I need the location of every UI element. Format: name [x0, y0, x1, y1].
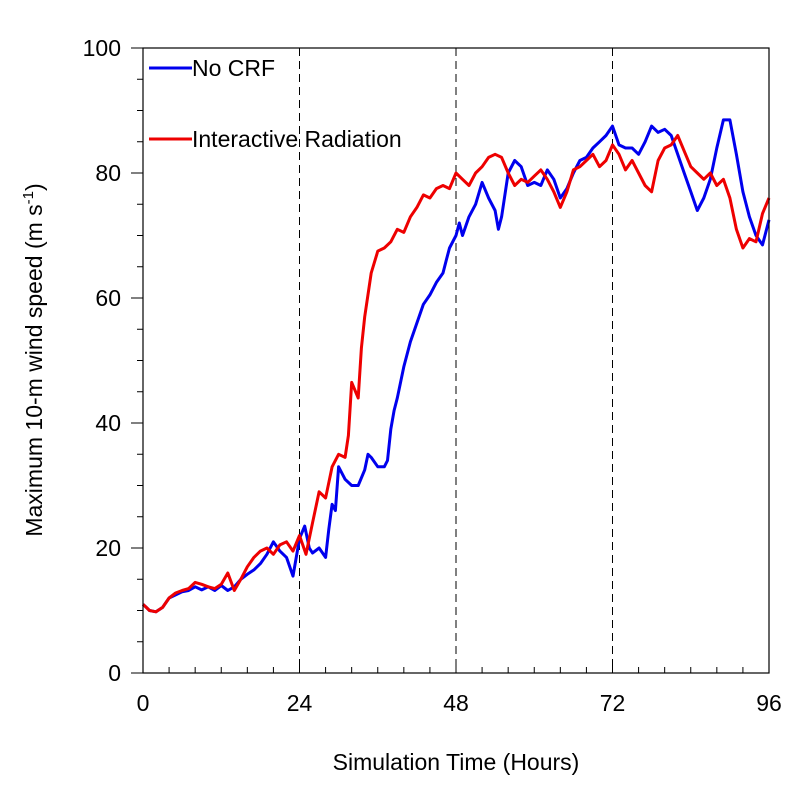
legend-label-1: No CRF	[192, 55, 275, 81]
x-tick-label: 48	[443, 690, 469, 716]
y-tick-label: 0	[108, 660, 121, 686]
y-tick-label: 40	[95, 410, 121, 436]
series-lines	[141, 118, 771, 614]
y-axis-label-main: Maximum 10-m wind speed (m s	[21, 204, 47, 536]
axis-ticks: 0 24 48 72 96 0 20 40 60 80 100	[83, 35, 782, 716]
series-line-1	[141, 118, 771, 614]
y-tick-label: 100	[83, 35, 121, 61]
y-tick-label: 80	[95, 160, 121, 186]
x-tick-label: 0	[137, 690, 150, 716]
x-tick-label: 24	[287, 690, 313, 716]
y-axis-label-close: )	[21, 183, 47, 191]
y-tick-label: 60	[95, 285, 121, 311]
y-axis-label-exponent: -1	[20, 191, 37, 204]
y-tick-label: 20	[95, 535, 121, 561]
legend-label-2: Interactive Radiation	[192, 126, 402, 152]
series-line-2	[141, 134, 771, 614]
x-tick-label: 72	[600, 690, 626, 716]
x-tick-label: 96	[756, 690, 782, 716]
legend: No CRF Interactive Radiation	[149, 55, 402, 152]
x-axis-label: Simulation Time (Hours)	[333, 749, 580, 775]
y-axis-label: Maximum 10-m wind speed (m s-1)	[20, 183, 47, 536]
